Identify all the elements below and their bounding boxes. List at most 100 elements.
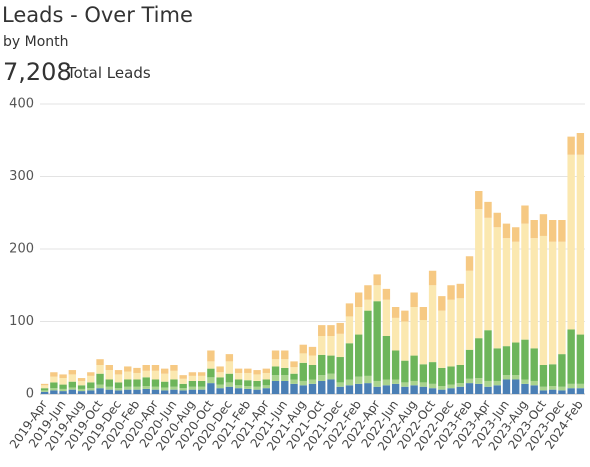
bar-segment [456, 365, 464, 384]
bar-segment [530, 220, 538, 239]
bar-segment [318, 354, 326, 376]
bar-segment [493, 212, 501, 228]
bar-segment [50, 382, 58, 389]
bar-segment [502, 379, 511, 394]
bar-segment [318, 325, 326, 336]
bar-segment [179, 388, 187, 391]
bar-segment [465, 383, 474, 394]
bar-segment [354, 307, 363, 335]
bar-segment [281, 367, 289, 376]
bar-segment [262, 385, 271, 389]
bar-segment [253, 386, 261, 390]
bar-segment [530, 348, 538, 381]
bar-segment [382, 288, 391, 300]
bar-segment [142, 388, 150, 394]
bar-segment [327, 379, 335, 394]
bar-segment [308, 383, 317, 394]
bar-segment [290, 373, 298, 380]
bar-segment [188, 372, 197, 376]
bar-segment [170, 379, 178, 387]
bar-segment [456, 283, 464, 299]
bar-segment [207, 350, 215, 362]
bar-segment [548, 386, 557, 390]
bar-segment [521, 223, 529, 340]
bar-segment [216, 377, 224, 385]
total-label: Total Leads [66, 64, 151, 82]
bar-segment [170, 389, 178, 394]
bar-segment [124, 389, 132, 394]
bar-segment [438, 310, 446, 368]
bar-segment [438, 386, 446, 390]
bar-segment [567, 136, 575, 155]
bar-segment [373, 301, 381, 381]
bar-segment [558, 354, 566, 387]
bar-segment [197, 372, 206, 376]
bar-segment [290, 383, 298, 394]
bar-segment [77, 391, 86, 394]
bar-segment [114, 382, 123, 389]
bar-segment [327, 355, 335, 374]
bar-segment [539, 386, 548, 391]
bar-segment [401, 310, 409, 322]
bar-segment [179, 378, 187, 384]
bar-segment [475, 378, 483, 384]
bar-segment [77, 378, 86, 381]
bar-segment [40, 383, 49, 386]
bar-segment [512, 227, 520, 242]
bar-segment [87, 372, 95, 376]
bar-segment [558, 241, 566, 355]
bar-segment [40, 391, 49, 394]
bar-segment [207, 368, 215, 378]
bar-segment [327, 373, 335, 380]
bar-segment [521, 383, 529, 394]
bar-segment [512, 342, 520, 376]
bar-segment [530, 385, 538, 394]
bar-segment [225, 382, 234, 387]
bar-segment [161, 387, 169, 391]
bar-segment [142, 370, 150, 378]
bar-segment [77, 385, 86, 389]
bar-segment [262, 368, 271, 373]
bar-segment [521, 339, 529, 380]
bar-segment [475, 209, 483, 339]
bar-segment [253, 374, 261, 381]
bar-segment [142, 386, 150, 389]
bar-segment [382, 385, 391, 394]
bar-segment [391, 317, 400, 351]
bar-segment [225, 361, 234, 374]
bar-segment [244, 372, 252, 381]
bar-segment [161, 390, 169, 394]
bar-segment [447, 388, 455, 394]
bar-segment [475, 191, 483, 210]
bar-segment [188, 386, 197, 390]
bar-segment [354, 383, 363, 394]
bar-segment [336, 357, 344, 383]
bar-segment [142, 377, 150, 387]
bar-segment [290, 367, 298, 374]
bar-segment [539, 235, 548, 365]
bar-segment [96, 384, 104, 389]
bar-segment [124, 379, 132, 387]
bar-segment [548, 389, 557, 394]
bar-segment [271, 375, 280, 381]
bar-segment [271, 380, 280, 394]
bar-segment [244, 386, 252, 389]
bar-segment [484, 330, 492, 381]
bar-segment [96, 365, 104, 374]
bar-segment [68, 387, 77, 390]
bar-segment [364, 375, 372, 384]
bar-segment [419, 320, 428, 365]
bar-segment [354, 376, 363, 384]
bar-segment [216, 372, 224, 378]
bar-segment [428, 388, 437, 394]
bar-segment [68, 370, 77, 375]
bar-segment [225, 373, 234, 383]
bar-segment [105, 386, 113, 390]
bar-segment [59, 388, 67, 392]
bar-segment [114, 390, 123, 394]
bar-segment [253, 370, 261, 375]
bar-segment [281, 375, 289, 381]
bar-segment [410, 307, 418, 356]
bar-segment [281, 350, 289, 360]
bar-segment [188, 375, 197, 381]
